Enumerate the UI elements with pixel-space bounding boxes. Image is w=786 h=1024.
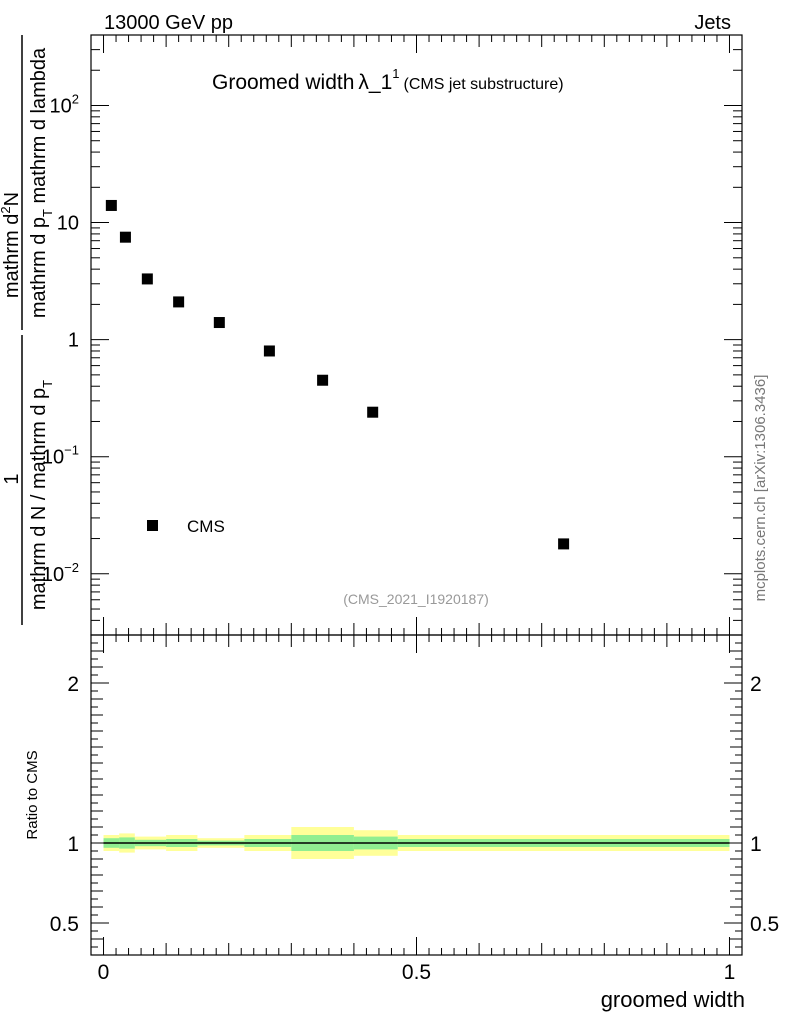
data-point	[558, 538, 570, 550]
data-point	[263, 345, 275, 357]
side-credit: mcplots.cern.ch [arXiv:1306.3436]	[752, 375, 769, 602]
data-point	[213, 317, 225, 329]
title-lambda: λ_1	[358, 71, 392, 94]
ratio-y-tick-label-right: 1	[750, 833, 762, 856]
data-point	[141, 273, 153, 285]
main-y-tick-label: 1	[68, 330, 79, 352]
main-y-tick-label: 10	[57, 213, 79, 235]
analysis-id: (CMS_2021_I1920187)	[343, 591, 489, 607]
ratio-y-tick-labels: 0.5 0.5 1 1 2 2	[50, 673, 779, 936]
data-point	[105, 199, 117, 211]
header-energy: 13000 GeV pp	[104, 12, 233, 34]
ratio-plot-frame	[90, 634, 743, 956]
x-axis-ticks	[103, 35, 730, 955]
title-subtitle: (CMS jet substructure)	[404, 76, 564, 93]
legend-label-cms: CMS	[187, 517, 225, 536]
x-tick-label: 0.5	[402, 961, 431, 984]
main-axis-ticks	[91, 34, 742, 636]
ratio-y-tick-label-left: 0.5	[50, 913, 79, 936]
main-y-tick-label: 10−1	[42, 443, 79, 469]
data-point	[317, 374, 329, 386]
x-tick-label: 1	[724, 961, 736, 984]
x-tick-labels: 0 0.5 1	[98, 961, 736, 984]
title-superscript: 1	[392, 66, 399, 81]
ratio-y-axis-label: Ratio to CMS	[24, 750, 41, 839]
ratio-y-tick-label-left: 1	[67, 833, 79, 856]
data-point	[367, 406, 379, 418]
data-point	[119, 231, 131, 243]
x-axis-label: groomed width	[601, 987, 745, 1012]
header-category: Jets	[694, 12, 731, 34]
ratio-y-tick-label-right: 2	[750, 673, 762, 696]
data-point	[173, 296, 185, 308]
plot-title: Groomed width λ_11 (CMS jet substructure)	[212, 66, 564, 94]
title-main: Groomed width	[212, 71, 354, 94]
main-y-axis-label: 1 mathrm d N / mathrm d pT mathrm d2N ma…	[0, 35, 55, 625]
y-label-frac1-den: mathrm d N / mathrm d pT	[28, 380, 55, 610]
x-tick-label: 0	[98, 961, 110, 984]
ratio-y-tick-label-right: 0.5	[750, 913, 779, 936]
main-plot-frame	[90, 34, 743, 636]
main-y-tick-label: 102	[50, 91, 79, 117]
main-y-tick-labels: 10−2 10−1 1 10 102	[42, 91, 79, 585]
y-label-frac2-den: mathrm d pT mathrm d lambda	[28, 47, 55, 318]
y-label-frac1-num: 1	[1, 473, 23, 484]
cms-data-points	[105, 199, 570, 550]
y-label-frac2-num: mathrm d2N	[0, 192, 23, 298]
main-y-tick-label: 10−2	[42, 560, 79, 586]
ratio-y-tick-label-left: 2	[67, 673, 79, 696]
ratio-axis-ticks	[91, 634, 742, 948]
legend-marker-cms	[147, 520, 158, 531]
